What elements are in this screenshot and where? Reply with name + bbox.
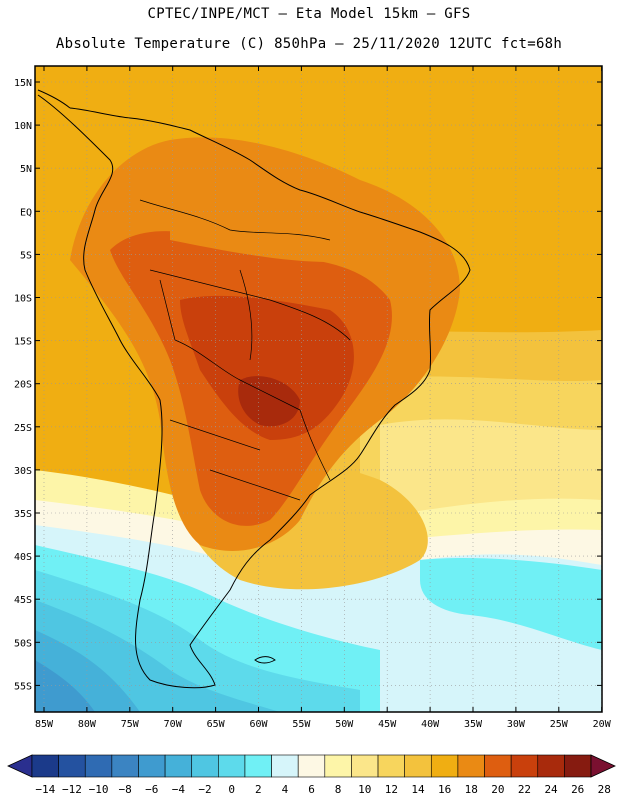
colorbar-swatch — [218, 754, 246, 778]
lat-label: 50S — [14, 638, 32, 649]
lon-label: 20W — [593, 719, 612, 730]
colorbar-label: 18 — [465, 783, 478, 796]
colorbar-swatch — [324, 754, 352, 778]
country-borders — [139, 199, 351, 501]
lon-label: 40W — [421, 719, 440, 730]
colorbar-swatch — [271, 754, 299, 778]
lat-label: 25S — [14, 423, 32, 434]
colorbar-label: 26 — [571, 783, 584, 796]
colorbar-label: −2 — [198, 783, 211, 796]
colorbar-label: 22 — [518, 783, 531, 796]
colorbar-swatch — [138, 754, 166, 778]
colorbar-label: 0 — [228, 783, 235, 796]
colorbar-label: 14 — [411, 783, 425, 796]
lat-label: 20S — [14, 380, 32, 391]
lat-label: 45S — [14, 595, 32, 606]
colorbar-swatch — [377, 754, 405, 778]
colorbar-swatch — [430, 754, 459, 778]
colorbar-label: 12 — [385, 783, 398, 796]
colorbar-label: 6 — [308, 783, 315, 796]
longitude-axis: 85W 80W 75W 70W 65W 60W 55W 50W 45W 40W 35W 30W 25W 2… — [35, 66, 612, 730]
colorbar-label: −6 — [145, 783, 158, 796]
colorbar-low-arrow — [7, 754, 33, 778]
coastline — [37, 89, 471, 689]
colorbar-label: 10 — [358, 783, 371, 796]
lon-label: 30W — [507, 719, 526, 730]
colorbar-label: −12 — [62, 783, 82, 796]
lat-label: 15N — [14, 78, 32, 89]
lat-label: 55S — [14, 681, 32, 692]
temperature-field — [35, 66, 602, 712]
lat-label: 10N — [14, 121, 32, 132]
colorbar-label: −8 — [119, 783, 132, 796]
colorbar-label: −4 — [172, 783, 186, 796]
lat-label: 15S — [14, 337, 32, 348]
lat-label: 10S — [14, 294, 32, 305]
colorbar-label: 28 — [598, 783, 611, 796]
colorbar-label: 20 — [491, 783, 504, 796]
lat-label: 5N — [20, 164, 32, 175]
colorbar-swatch — [484, 754, 512, 778]
colorbar-high-arrow — [590, 754, 616, 778]
lon-label: 50W — [335, 719, 354, 730]
lon-label: 70W — [164, 719, 183, 730]
colorbar-swatch — [191, 754, 219, 778]
lon-label: 80W — [78, 719, 97, 730]
colorbar-label: 4 — [282, 783, 289, 796]
colorbar-swatch — [164, 754, 193, 778]
colorbar-swatch — [58, 754, 86, 778]
map-title-line2: Absolute Temperature (C) 850hPa – 25/11/… — [55, 36, 563, 52]
colorbar-swatch — [351, 754, 379, 778]
map-title-line1: CPTEC/INPE/MCT – Eta Model 15km – GFS — [147, 6, 471, 22]
colorbar-swatch — [457, 754, 485, 778]
colorbar-label: −14 — [35, 783, 55, 796]
lat-label: 30S — [14, 466, 32, 477]
colorbar-swatch — [244, 754, 272, 778]
lon-label: 85W — [35, 719, 54, 730]
colorbar-label: 8 — [335, 783, 342, 796]
colorbar-swatch — [510, 754, 539, 778]
lon-label: 75W — [121, 719, 140, 730]
colorbar-swatch — [31, 754, 59, 778]
lat-label: 40S — [14, 552, 32, 563]
lon-label: 45W — [378, 719, 397, 730]
lon-label: 25W — [550, 719, 569, 730]
lon-label: 55W — [292, 719, 311, 730]
colorbar-swatch — [297, 754, 326, 778]
lat-label: 5S — [20, 250, 32, 261]
latitude-axis: 15N 10N 5N EQ 5S 10S 15S 20S 25S 30S 35S 40S 45S 50S 5… — [14, 78, 602, 692]
lon-label: 60W — [249, 719, 268, 730]
colorbar-swatch — [84, 754, 113, 778]
colorbar-label: 24 — [544, 783, 558, 796]
lat-label: EQ — [20, 207, 32, 218]
graticule — [35, 66, 603, 712]
colorbar-label: −10 — [89, 783, 109, 796]
lat-label: 35S — [14, 509, 32, 520]
colorbar-label: 16 — [438, 783, 451, 796]
colorbar: −14 −12 −10 −8 −6 −4 −2 0 2 4 6 8 10 12 14 16 18 20 22 24 26… — [7, 754, 616, 796]
colorbar-swatch — [537, 754, 565, 778]
colorbar-swatch — [404, 754, 432, 778]
map-frame — [34, 65, 603, 713]
colorbar-label: 2 — [255, 783, 262, 796]
lon-label: 65W — [207, 719, 226, 730]
colorbar-swatch — [564, 754, 592, 778]
lon-label: 35W — [464, 719, 483, 730]
colorbar-swatch — [111, 754, 139, 778]
